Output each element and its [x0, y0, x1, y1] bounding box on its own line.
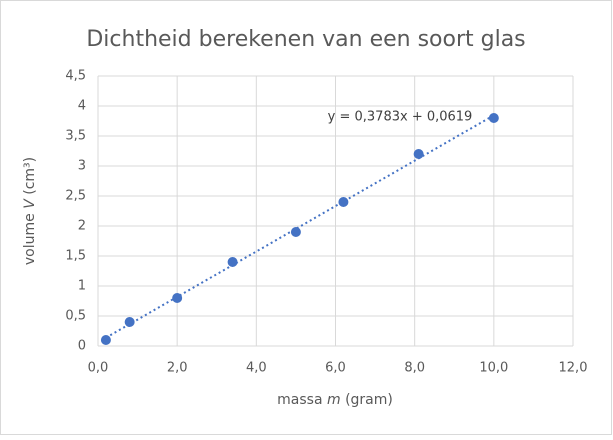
y-label-post: (cm³) — [22, 157, 38, 199]
y-label-var: V — [22, 198, 38, 209]
data-point — [290, 227, 301, 237]
x-tick-label: 10,0 — [479, 361, 508, 376]
x-tick-label: 4,0 — [246, 361, 267, 376]
y-axis-label: volume V (cm³) — [22, 157, 38, 265]
data-point — [172, 293, 183, 303]
trendline-equation: y = 0,3783x + 0,0619 — [328, 110, 473, 125]
y-tick-label: 2,5 — [65, 189, 86, 204]
x-tick-label: 0,0 — [88, 361, 109, 376]
data-point — [338, 197, 349, 207]
x-tick-label: 8,0 — [404, 361, 425, 376]
x-label-var: m — [327, 392, 341, 408]
y-tick-label: 4,5 — [65, 69, 86, 84]
x-axis-label: massa m (gram) — [277, 392, 393, 408]
data-point — [100, 335, 111, 345]
y-tick-label: 0 — [78, 339, 86, 354]
x-tick-label: 2,0 — [167, 361, 188, 376]
data-point — [227, 257, 238, 267]
y-tick-label: 2 — [78, 219, 86, 234]
data-point — [488, 113, 499, 123]
y-tick-label: 1,5 — [65, 249, 86, 264]
chart-title: Dichtheid berekenen van een soort glas — [86, 27, 525, 52]
x-label-post: (gram) — [341, 392, 393, 408]
y-tick-label: 4 — [78, 99, 86, 114]
data-point — [124, 317, 135, 327]
y-tick-label: 0,5 — [65, 309, 86, 324]
data-point — [413, 149, 424, 159]
y-tick-label: 1 — [78, 279, 86, 294]
x-label-pre: massa — [277, 392, 327, 408]
y-tick-label: 3,5 — [65, 129, 86, 144]
x-tick-label: 6,0 — [325, 361, 346, 376]
y-tick-label: 3 — [78, 159, 86, 174]
x-tick-label: 12,0 — [559, 361, 588, 376]
y-label-pre: volume — [22, 209, 38, 265]
